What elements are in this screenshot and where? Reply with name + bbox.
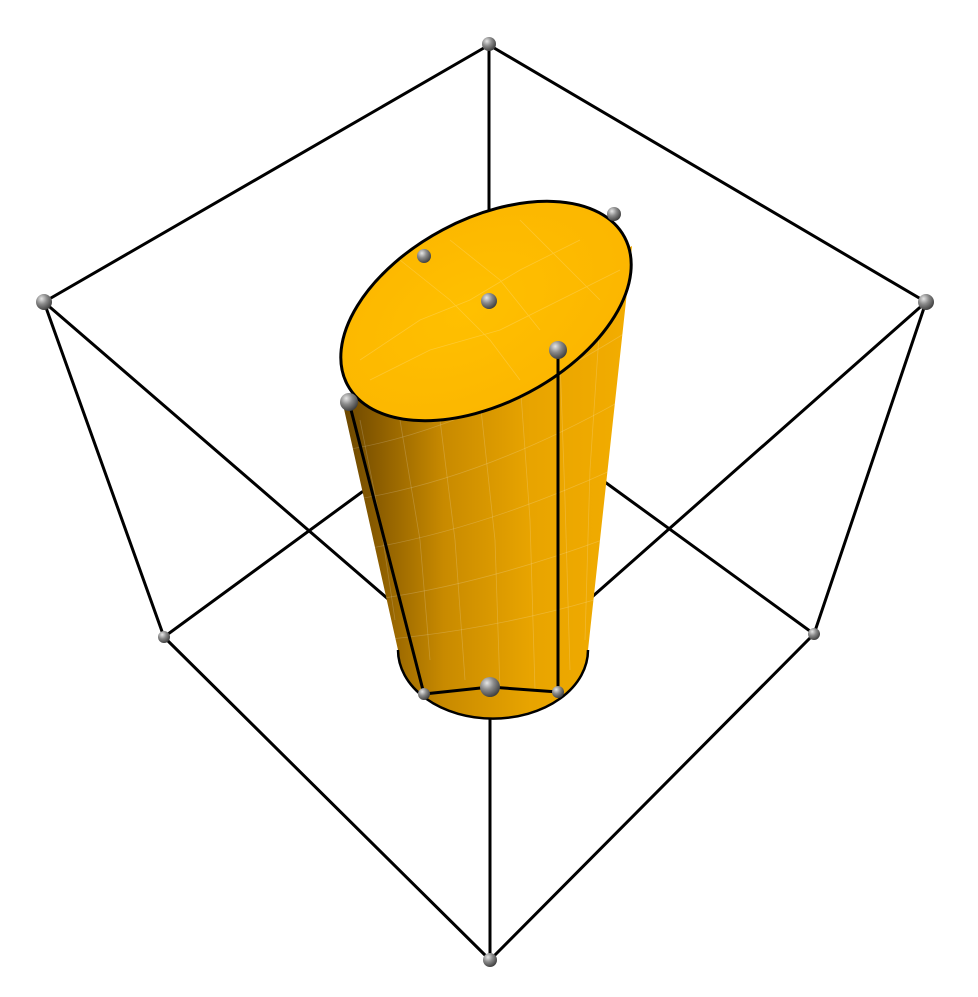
vertex-marker — [918, 294, 934, 310]
cube-edge — [42, 300, 166, 639]
vertex-marker — [482, 37, 496, 51]
cube-edge — [487, 43, 928, 304]
cube-wireframe — [42, 43, 928, 962]
cone-bottom-rim — [396, 649, 590, 720]
vertex-marker — [808, 628, 820, 640]
cube-edge — [812, 300, 928, 636]
vertex-markers — [36, 37, 934, 967]
vertex-marker — [480, 677, 500, 697]
cube-front-edges — [347, 348, 560, 696]
vertex-marker — [552, 686, 564, 698]
vertex-marker — [340, 393, 358, 411]
vertex-marker — [418, 688, 430, 700]
cone-generator-line — [347, 400, 426, 696]
cube-edge — [162, 635, 492, 962]
cube-edge — [488, 632, 816, 962]
cube-edge — [488, 685, 560, 694]
vertex-marker — [158, 631, 170, 643]
vertex-marker — [483, 953, 497, 967]
vertex-marker — [481, 293, 497, 309]
cube-edge — [42, 43, 491, 304]
vertex-marker — [549, 341, 567, 359]
cone-top-facets — [359, 219, 621, 381]
vertex-marker — [417, 249, 431, 263]
cube-edge — [422, 685, 492, 696]
cube-edge — [596, 475, 816, 636]
vertex-marker — [607, 207, 621, 221]
cube-edge — [162, 490, 364, 639]
vertex-marker — [36, 294, 52, 310]
